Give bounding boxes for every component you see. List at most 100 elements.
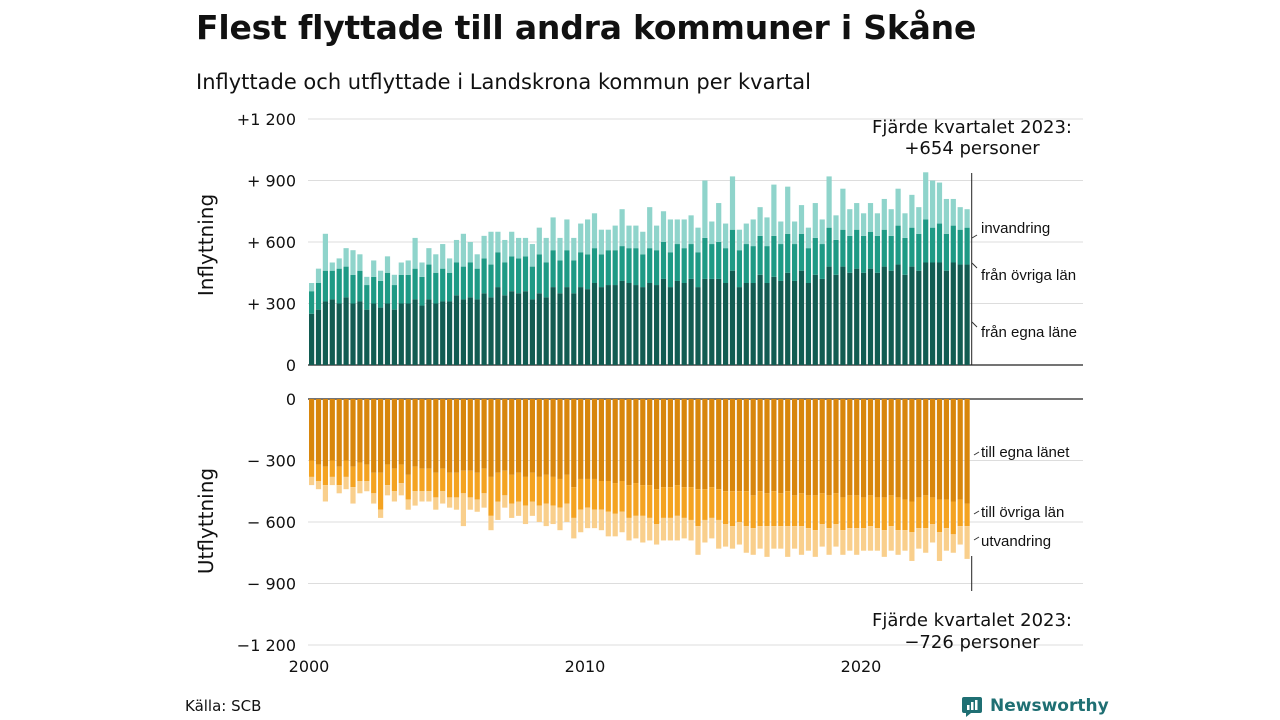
- bar-inflytt-ovriga: [481, 258, 487, 294]
- bar-utflytt-ovriga: [488, 476, 494, 516]
- bar-inflytt-ovriga: [350, 274, 356, 304]
- bar-invandring: [495, 231, 501, 253]
- x-tick-label: 2010: [565, 657, 606, 676]
- bar-utflytt-ovriga: [867, 495, 874, 527]
- bar-inflytt-egna: [619, 280, 625, 365]
- bar-inflytt-egna: [902, 274, 908, 365]
- bar-inflytt-ovriga: [778, 244, 784, 281]
- bar-utflytt-egna: [847, 399, 853, 496]
- bar-inflytt-ovriga: [405, 274, 411, 304]
- bar-utvandring: [943, 528, 949, 551]
- bar-utflytt-ovriga: [543, 474, 549, 504]
- bar-utflytt-ovriga: [757, 491, 763, 527]
- bar-invandring: [585, 219, 591, 255]
- bar-inflytt-egna: [612, 285, 618, 365]
- bar-utvandring: [350, 487, 356, 504]
- bar-inflytt-egna: [674, 280, 680, 365]
- bar-utvandring: [619, 511, 625, 533]
- bar-utflytt-ovriga: [564, 474, 570, 504]
- bar-invandring: [509, 231, 515, 257]
- bar-inflytt-ovriga: [426, 264, 432, 300]
- bar-utflytt-ovriga: [474, 472, 480, 500]
- bar-inflytt-ovriga: [895, 225, 901, 265]
- bar-inflytt-ovriga: [309, 291, 315, 314]
- bar-utflytt-ovriga: [343, 460, 349, 477]
- bar-inflytt-egna: [640, 287, 646, 365]
- bar-inflytt-ovriga: [792, 244, 798, 281]
- bar-utflytt-ovriga: [874, 497, 880, 529]
- bar-inflytt-ovriga: [633, 248, 639, 286]
- bar-utflytt-egna: [674, 399, 680, 486]
- bar-utflytt-egna: [398, 399, 404, 465]
- bar-utflytt-egna: [743, 399, 749, 492]
- bar-inflytt-ovriga: [557, 260, 563, 294]
- bar-inflytt-ovriga: [764, 246, 770, 283]
- bar-inflytt-ovriga: [612, 250, 618, 286]
- bar-utflytt-ovriga: [550, 476, 556, 506]
- bar-utflytt-ovriga: [957, 499, 963, 527]
- bar-utflytt-ovriga: [785, 491, 791, 527]
- source-note: Källa: SCB: [185, 697, 262, 715]
- bar-invandring: [384, 256, 391, 273]
- bar-inflytt-egna: [481, 293, 487, 365]
- y-tick-label: + 600: [247, 233, 296, 252]
- bar-utvandring: [605, 511, 611, 537]
- bar-invandring: [805, 227, 811, 249]
- bar-inflytt-ovriga: [909, 227, 915, 267]
- bar-invandring: [792, 221, 798, 245]
- bar-utflytt-egna: [688, 399, 694, 488]
- bar-invandring: [309, 283, 315, 292]
- bar-inflytt-egna: [564, 287, 570, 365]
- bar-utflytt-egna: [598, 399, 604, 481]
- bar-utflytt-ovriga: [833, 493, 839, 525]
- bar-inflytt-ovriga: [723, 248, 729, 283]
- bar-inflytt-ovriga: [433, 272, 439, 304]
- bar-utvandring: [633, 515, 639, 539]
- bar-inflytt-egna: [930, 262, 936, 365]
- bar-invandring: [826, 176, 832, 228]
- bar-utflytt-egna: [867, 399, 874, 496]
- bar-inflytt-egna: [488, 297, 494, 365]
- bar-utflytt-egna: [681, 399, 687, 488]
- bar-utvandring: [874, 528, 880, 551]
- bar-inflytt-egna: [660, 278, 667, 365]
- bar-utflytt-egna: [785, 399, 791, 492]
- label-till-ovriga-lan: till övriga län: [981, 504, 1064, 521]
- bar-inflytt-ovriga: [536, 254, 542, 294]
- bar-utvandring: [764, 526, 770, 557]
- bar-utflytt-ovriga: [716, 489, 722, 520]
- bar-utflytt-ovriga: [640, 485, 646, 516]
- bar-inflytt-egna: [702, 278, 708, 365]
- bar-inflytt-ovriga: [881, 229, 887, 267]
- bar-invandring: [378, 270, 384, 281]
- bar-inflytt-egna: [364, 309, 370, 365]
- bar-inflytt-ovriga: [543, 262, 549, 298]
- bar-utflytt-egna: [488, 399, 494, 477]
- bar-invandring: [681, 219, 687, 249]
- bar-utflytt-egna: [916, 399, 922, 498]
- bar-inflytt-ovriga: [529, 266, 535, 300]
- bar-inflytt-ovriga: [826, 227, 832, 267]
- bar-utvandring: [419, 491, 425, 502]
- newsworthy-logo[interactable]: Newsworthy: [961, 693, 1109, 719]
- bar-inflytt-egna: [743, 283, 749, 365]
- bar-utflytt-ovriga: [516, 472, 522, 502]
- bar-utflytt-egna: [909, 399, 915, 502]
- bar-invandring: [488, 231, 494, 265]
- bar-utflytt-ovriga: [826, 495, 832, 529]
- bar-inflytt-egna: [440, 301, 446, 365]
- label-fran-egna-lane: från egna läne: [981, 324, 1077, 341]
- annotation-top-line1: Fjärde kvartalet 2023:: [872, 117, 1072, 138]
- bar-utvandring: [598, 509, 604, 531]
- bar-inflytt-ovriga: [647, 248, 653, 283]
- bar-utflytt-ovriga: [598, 481, 604, 510]
- bar-inflytt-ovriga: [391, 285, 397, 310]
- y-tick-label: +1 200: [237, 110, 296, 129]
- bar-invandring: [833, 215, 839, 240]
- chart-subtitle: Inflyttade och utflyttade i Landskrona k…: [196, 70, 812, 94]
- bar-utvandring: [826, 528, 832, 555]
- bar-invandring: [543, 237, 549, 263]
- bar-utflytt-ovriga: [419, 468, 425, 492]
- bar-inflytt-ovriga: [398, 274, 404, 304]
